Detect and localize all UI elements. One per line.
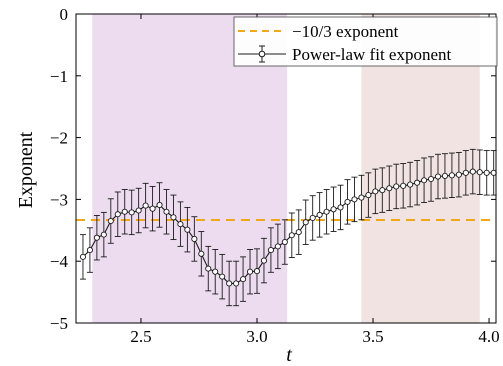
data-point	[427, 175, 435, 183]
y-tick-label: 0	[60, 5, 69, 24]
data-point	[323, 208, 330, 215]
data-point	[240, 276, 247, 283]
data-point	[330, 206, 337, 213]
data-point	[295, 229, 302, 236]
data-points	[79, 168, 497, 287]
x-tick-label: 4.0	[478, 327, 499, 346]
data-point	[149, 205, 156, 212]
data-point	[365, 192, 372, 199]
data-point	[79, 253, 87, 260]
y-tick-label: −4	[50, 252, 69, 271]
data-point	[421, 177, 428, 184]
data-point	[400, 182, 407, 189]
x-tick-label: 3.5	[362, 327, 383, 346]
y-tick-label: −3	[50, 190, 68, 209]
data-point	[226, 280, 233, 287]
data-point	[344, 198, 351, 205]
legend-label-reference: −10/3 exponent	[292, 22, 399, 41]
data-point	[469, 168, 476, 175]
data-point	[448, 172, 455, 179]
data-point	[267, 247, 274, 254]
data-point	[476, 169, 483, 176]
y-tick-label: −5	[50, 314, 68, 333]
data-point	[441, 172, 449, 179]
x-tick-label: 3.0	[246, 327, 267, 346]
data-point	[309, 214, 316, 221]
data-point	[212, 268, 219, 275]
legend: −10/3 exponent Power-law fit exponent	[233, 16, 498, 67]
data-point	[121, 208, 128, 215]
data-point	[163, 208, 170, 215]
data-point	[337, 204, 344, 211]
y-tick-label: −1	[50, 67, 68, 86]
data-point	[170, 214, 177, 221]
data-point	[205, 265, 212, 272]
data-point	[351, 196, 358, 203]
plot-frame	[75, 13, 497, 324]
legend-box	[233, 16, 498, 67]
data-point	[372, 188, 379, 195]
data-point	[246, 268, 254, 275]
data-point	[86, 247, 93, 254]
data-point	[184, 226, 191, 233]
data-point	[128, 209, 135, 216]
data-point	[490, 169, 497, 176]
data-point	[100, 231, 107, 238]
data-point	[434, 173, 442, 180]
data-point	[198, 250, 205, 257]
data-point	[253, 268, 261, 275]
data-point	[274, 243, 281, 250]
data-point	[379, 187, 386, 194]
y-tick-label: −2	[50, 129, 68, 148]
data-point	[386, 185, 393, 192]
data-point	[135, 207, 142, 214]
data-point	[316, 211, 323, 218]
y-axis-label: Exponent	[15, 131, 37, 208]
legend-label-fit: Power-law fit exponent	[292, 45, 452, 64]
data-point	[114, 211, 121, 218]
data-point	[302, 219, 309, 226]
data-point	[288, 232, 295, 239]
data-point	[233, 280, 240, 287]
axes	[75, 13, 497, 324]
data-point	[393, 183, 400, 190]
data-point	[93, 234, 100, 241]
data-point	[358, 194, 365, 201]
data-point	[281, 238, 288, 246]
data-point	[191, 235, 198, 243]
data-point	[219, 273, 226, 280]
data-series-layer	[79, 148, 497, 307]
data-point	[156, 201, 163, 209]
x-axis-label: t	[286, 344, 292, 366]
data-point	[414, 179, 421, 186]
data-point	[107, 217, 114, 225]
data-point	[483, 169, 490, 176]
ticks: 2.5 3.0 3.5 4.0 0 −1 −2 −3 −4 −5	[50, 5, 500, 346]
data-point	[177, 221, 184, 228]
data-point	[462, 169, 469, 176]
data-point	[407, 181, 414, 188]
x-tick-label: 2.5	[130, 327, 151, 346]
data-point	[142, 202, 149, 209]
data-point	[455, 171, 462, 178]
legend-marker-swatch	[258, 50, 266, 58]
data-point	[260, 257, 268, 264]
